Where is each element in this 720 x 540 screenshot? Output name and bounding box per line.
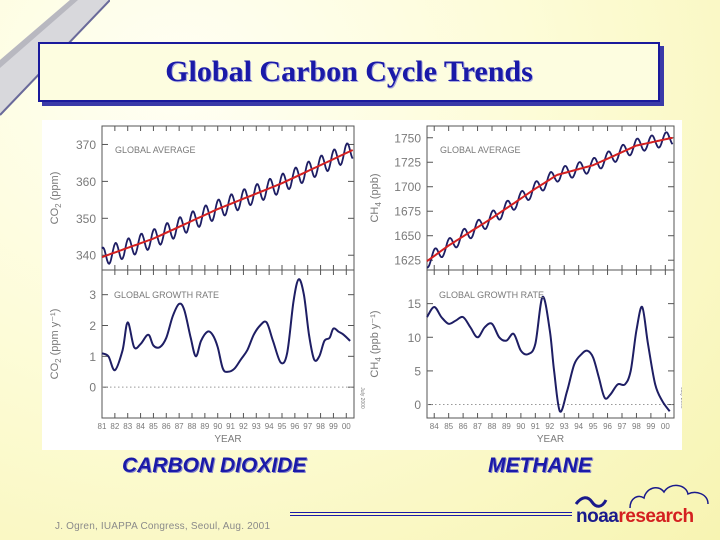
x-axis-label: YEAR [214, 434, 241, 445]
x-tick-label: 85 [444, 422, 453, 431]
x-tick-label: 81 [98, 422, 107, 431]
slide-title: Global Carbon Cycle Trends [165, 55, 533, 88]
y-tick-label: 340 [76, 249, 96, 263]
y-tick-label: 370 [76, 138, 96, 152]
x-tick-label: 87 [175, 422, 184, 431]
side-date-note: July 2000 [359, 387, 365, 409]
x-tick-label: 99 [646, 422, 655, 431]
panel-annotation: GLOBAL GROWTH RATE [439, 290, 544, 300]
panel-annotation: GLOBAL AVERAGE [115, 145, 196, 155]
title-box: Global Carbon Cycle Trends [38, 42, 660, 102]
growth-rate-line [426, 295, 671, 413]
y-tick-label: 1750 [394, 131, 421, 145]
y-axis-label: CO2 (ppm y⁻¹) [49, 309, 63, 380]
x-tick-label: 96 [290, 422, 299, 431]
seasonal-series-line [101, 142, 354, 265]
x-tick-label: 93 [560, 422, 569, 431]
y-tick-label: 3 [89, 288, 96, 302]
x-tick-label: 00 [342, 422, 351, 431]
y-tick-label: 1 [89, 350, 96, 364]
x-tick-label: 91 [531, 422, 540, 431]
y-axis-label: CO2 (ppm) [49, 172, 63, 225]
caption-methane: METHANE [488, 454, 592, 477]
y-tick-label: 1725 [394, 156, 421, 170]
trend-line [101, 149, 354, 259]
x-tick-label: 92 [545, 422, 554, 431]
logo-research-text: research [618, 506, 694, 527]
y-axis-label: CH4 (ppb y⁻¹) [369, 310, 383, 377]
x-tick-label: 84 [430, 422, 439, 431]
x-tick-label: 91 [226, 422, 235, 431]
x-tick-label: 86 [162, 422, 171, 431]
x-tick-label: 00 [661, 422, 670, 431]
y-tick-label: 5 [414, 364, 421, 378]
y-tick-label: 360 [76, 175, 96, 189]
growth-rate-line [101, 278, 351, 373]
footer-rule [290, 512, 572, 518]
x-tick-label: 85 [149, 422, 158, 431]
trend-line [426, 136, 673, 262]
plot-frame [101, 269, 355, 419]
cloud-wave-icon [574, 484, 709, 509]
x-tick-label: 90 [213, 422, 222, 431]
x-tick-label: 86 [459, 422, 468, 431]
x-tick-label: 89 [502, 422, 511, 431]
x-tick-label: 93 [252, 422, 261, 431]
logo-noaa-text: noaa [576, 506, 619, 527]
x-tick-label: 92 [239, 422, 248, 431]
x-tick-label: 84 [136, 422, 145, 431]
x-tick-label: 94 [265, 422, 274, 431]
charts-figure: 340 350 360 370 GLOBAL AVERAGE 0 1 2 3 81 82 83 84 85… [49, 125, 685, 445]
plot-frame [426, 269, 675, 419]
x-tick-label: 90 [516, 422, 525, 431]
y-tick-label: 1650 [394, 229, 421, 243]
y-tick-label: 1625 [394, 254, 421, 268]
x-tick-label: 88 [188, 422, 197, 431]
panel-annotation: GLOBAL AVERAGE [440, 145, 521, 155]
x-tick-label: 96 [603, 422, 612, 431]
side-date-note: July 2000 [679, 387, 682, 409]
x-tick-label: 99 [329, 422, 338, 431]
x-tick-label: 83 [123, 422, 132, 431]
y-tick-label: 0 [414, 398, 421, 412]
y-tick-label: 0 [89, 381, 96, 395]
y-tick-label: 2 [89, 319, 96, 333]
charts-panel: 340 350 360 370 GLOBAL AVERAGE 0 1 2 3 81 82 83 84 85… [42, 120, 685, 450]
x-tick-label: 89 [200, 422, 209, 431]
y-tick-label: 10 [408, 331, 422, 345]
x-tick-label: 94 [574, 422, 583, 431]
x-tick-label: 82 [110, 422, 119, 431]
noaa-research-logo: noaaresearch [572, 478, 716, 534]
y-axis-label: CH4 (ppb) [369, 173, 383, 222]
x-tick-label: 95 [589, 422, 598, 431]
x-axis-label: YEAR [537, 434, 564, 445]
y-tick-label: 1700 [394, 180, 421, 194]
x-tick-label: 97 [618, 422, 627, 431]
x-tick-label: 95 [278, 422, 287, 431]
caption-carbon-dioxide: CARBON DIOXIDE [122, 454, 307, 477]
y-tick-label: 15 [408, 297, 422, 311]
y-tick-label: 1675 [394, 205, 421, 219]
y-tick-label: 350 [76, 212, 96, 226]
x-tick-label: 88 [488, 422, 497, 431]
x-tick-label: 97 [303, 422, 312, 431]
x-tick-label: 87 [473, 422, 482, 431]
panel-annotation: GLOBAL GROWTH RATE [114, 290, 219, 300]
x-tick-label: 98 [316, 422, 325, 431]
x-tick-label: 98 [632, 422, 641, 431]
footer-citation: J. Ogren, IUAPPA Congress, Seoul, Aug. 2… [55, 521, 271, 532]
